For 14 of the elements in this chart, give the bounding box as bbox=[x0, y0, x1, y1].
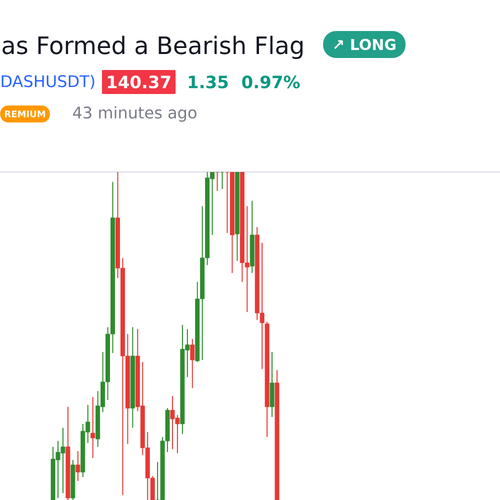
candlestick bbox=[215, 172, 220, 192]
candlestick bbox=[90, 396, 96, 459]
candlestick bbox=[190, 338, 195, 389]
text: REMIUM bbox=[5, 110, 46, 118]
text: 140.37 bbox=[108, 76, 170, 88]
candlestick bbox=[76, 450, 80, 482]
text: 1.35 bbox=[188, 76, 228, 88]
chart-title: as Formed a Bearish Flag bbox=[2, 36, 303, 59]
text: 43 minutes ago bbox=[73, 106, 196, 122]
candlestick bbox=[270, 352, 274, 418]
text: DASHUSDT) bbox=[2, 74, 94, 90]
text: 0.97% bbox=[242, 76, 300, 88]
candlestick bbox=[220, 172, 225, 190]
text: ↗ LONG bbox=[334, 38, 396, 50]
